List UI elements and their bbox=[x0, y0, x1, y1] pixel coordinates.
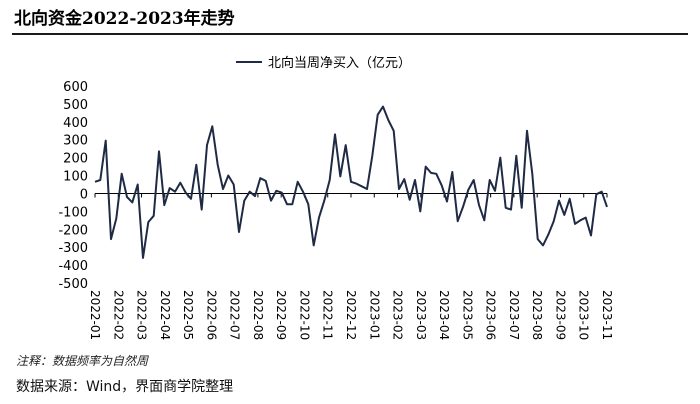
y-tick-label: -400 bbox=[58, 259, 88, 274]
y-tick-label: -500 bbox=[58, 277, 88, 292]
series-layer bbox=[94, 105, 608, 259]
y-tick-label: 600 bbox=[63, 80, 88, 95]
x-tick-label: 2023-11 bbox=[600, 290, 614, 340]
x-tick-label: 2023-06 bbox=[484, 290, 498, 340]
x-tick-label: 2023-03 bbox=[414, 290, 428, 340]
x-tick-label: 2023-08 bbox=[530, 290, 544, 340]
x-tick-label: 2022-06 bbox=[204, 290, 218, 340]
x-tick-label: 2023-04 bbox=[437, 290, 451, 340]
x-tick-label: 2022-10 bbox=[297, 290, 311, 340]
x-tick-label: 2022-03 bbox=[135, 290, 149, 340]
y-tick-label: -200 bbox=[58, 223, 88, 238]
x-tick-label: 2023-01 bbox=[367, 290, 381, 340]
y-tick-label: 500 bbox=[63, 98, 88, 113]
y-tick-label: -300 bbox=[58, 241, 88, 256]
y-axis: -500 -400 -300 -200 -100 0 100 200 300 400 500 600 bbox=[58, 80, 88, 292]
x-tick-label: 2022-02 bbox=[111, 290, 125, 340]
y-tick-label: 0 bbox=[80, 187, 88, 202]
legend-label: 北向当周净买入（亿元） bbox=[268, 55, 411, 71]
x-tick-label: 2022-05 bbox=[181, 290, 195, 340]
x-tick-label: 2023-02 bbox=[391, 290, 405, 340]
x-axis: 2022-01 2022-02 2022-03 2022-04 2022-05 2022-… bbox=[88, 192, 614, 340]
y-tick-label: 100 bbox=[63, 170, 88, 185]
series-line-northbound-weekly-net-buy bbox=[94, 105, 608, 259]
x-tick-label: 2023-05 bbox=[460, 290, 474, 340]
y-tick-label: -100 bbox=[58, 205, 88, 220]
chart-title: 北向资金2022-2023年走势 bbox=[14, 9, 235, 29]
footnote: 注释：数据频率为自然周 bbox=[16, 354, 149, 368]
x-tick-label: 2022-04 bbox=[158, 290, 172, 340]
y-tick-label: 400 bbox=[63, 116, 88, 131]
x-tick-label: 2022-12 bbox=[344, 290, 358, 340]
x-tick-label: 2023-10 bbox=[577, 290, 591, 340]
x-tick-label: 2023-09 bbox=[553, 290, 567, 340]
title-divider bbox=[12, 33, 688, 35]
y-tick-label: 300 bbox=[63, 134, 88, 149]
x-tick-label: 2022-09 bbox=[274, 290, 288, 340]
x-tick-label: 2022-07 bbox=[228, 290, 242, 340]
data-source: 数据来源：Wind，界面商学院整理 bbox=[16, 379, 234, 395]
x-tick-label: 2023-07 bbox=[507, 290, 521, 340]
x-tick-label: 2022-01 bbox=[88, 290, 102, 340]
chart-legend: 北向当周净买入（亿元） bbox=[236, 55, 411, 71]
x-tick-label: 2022-08 bbox=[251, 290, 265, 340]
line-chart: 北向当周净买入（亿元） -500 -400 -300 -200 -100 0 100 200 3… bbox=[58, 55, 614, 340]
y-tick-label: 200 bbox=[63, 152, 88, 167]
x-tick-label: 2022-11 bbox=[321, 290, 335, 340]
